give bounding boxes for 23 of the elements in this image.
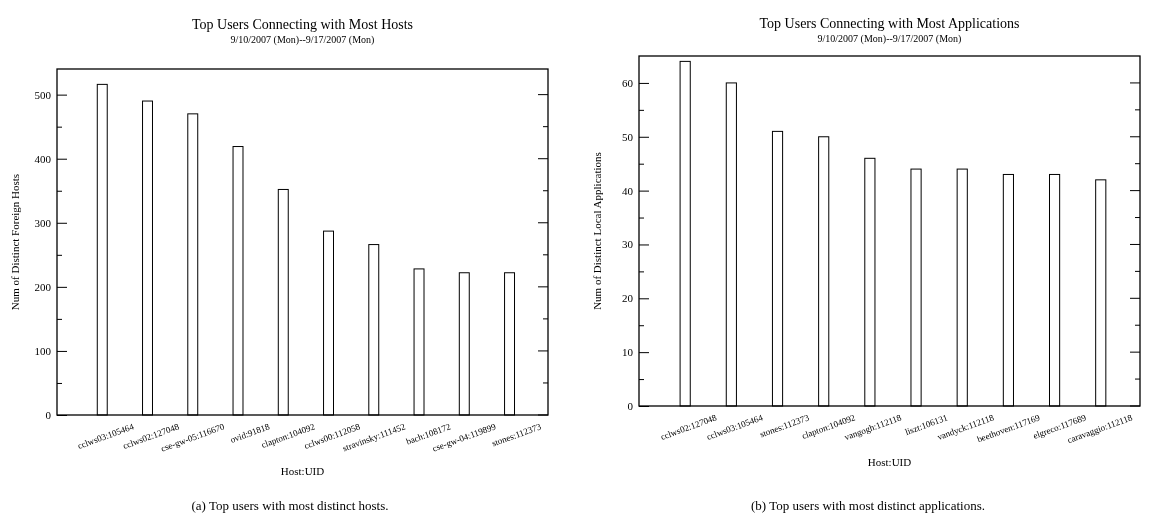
chart-subtitle: 9/10/2007 (Mon)--9/17/2007 (Mon) xyxy=(817,33,962,45)
y-axis-title: Num of Distinct Foreign Hosts xyxy=(9,173,21,311)
chart-title: Top Users Connecting with Most Applications xyxy=(759,16,1020,31)
y-tick-label: 40 xyxy=(622,184,634,197)
y-tick-label: 100 xyxy=(34,344,52,357)
y-tick-label: 10 xyxy=(622,346,634,359)
y-tick-label: 30 xyxy=(622,238,634,251)
y-tick-label: 400 xyxy=(34,152,52,165)
y-tick-label: 0 xyxy=(45,409,52,422)
text: (b) Top users with most distinct applications. xyxy=(751,498,985,513)
y-tick-label: 200 xyxy=(34,280,52,293)
y-tick-label: 20 xyxy=(622,292,634,305)
y-tick-label: 50 xyxy=(622,130,634,143)
y-tick-label: 60 xyxy=(622,76,634,89)
chart-subtitle: 9/10/2007 (Mon)--9/17/2007 (Mon) xyxy=(230,34,375,46)
y-tick-label: 500 xyxy=(34,88,52,101)
chart-title: Top Users Connecting with Most Hosts xyxy=(191,17,414,32)
x-axis-title: Host:UID xyxy=(280,465,325,477)
x-axis-title: Host:UID xyxy=(867,456,912,468)
y-tick-label: 300 xyxy=(34,216,52,229)
y-tick-label: 0 xyxy=(627,400,634,413)
y-axis-title: Num of Distinct Local Applications xyxy=(591,152,603,310)
text: (a) Top users with most distinct hosts. xyxy=(191,498,389,513)
